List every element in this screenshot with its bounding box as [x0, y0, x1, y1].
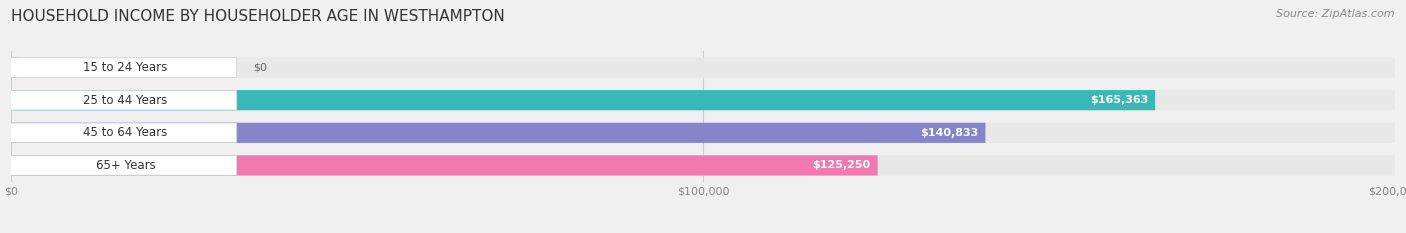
Text: 25 to 44 Years: 25 to 44 Years — [83, 94, 167, 107]
FancyBboxPatch shape — [8, 123, 236, 143]
Text: $0: $0 — [253, 63, 267, 72]
FancyBboxPatch shape — [11, 123, 986, 143]
FancyBboxPatch shape — [11, 155, 877, 175]
FancyBboxPatch shape — [11, 155, 1395, 175]
FancyBboxPatch shape — [8, 58, 236, 77]
Text: HOUSEHOLD INCOME BY HOUSEHOLDER AGE IN WESTHAMPTON: HOUSEHOLD INCOME BY HOUSEHOLDER AGE IN W… — [11, 9, 505, 24]
Text: 65+ Years: 65+ Years — [96, 159, 155, 172]
FancyBboxPatch shape — [11, 90, 1156, 110]
Text: 45 to 64 Years: 45 to 64 Years — [83, 126, 167, 139]
FancyBboxPatch shape — [8, 90, 236, 110]
FancyBboxPatch shape — [11, 90, 1395, 110]
Text: $140,833: $140,833 — [921, 128, 979, 138]
FancyBboxPatch shape — [11, 58, 1395, 78]
FancyBboxPatch shape — [8, 156, 236, 175]
FancyBboxPatch shape — [11, 123, 1395, 143]
Text: $125,250: $125,250 — [813, 161, 870, 170]
Text: $165,363: $165,363 — [1090, 95, 1149, 105]
Text: 15 to 24 Years: 15 to 24 Years — [83, 61, 167, 74]
FancyBboxPatch shape — [11, 58, 18, 78]
Text: Source: ZipAtlas.com: Source: ZipAtlas.com — [1277, 9, 1395, 19]
